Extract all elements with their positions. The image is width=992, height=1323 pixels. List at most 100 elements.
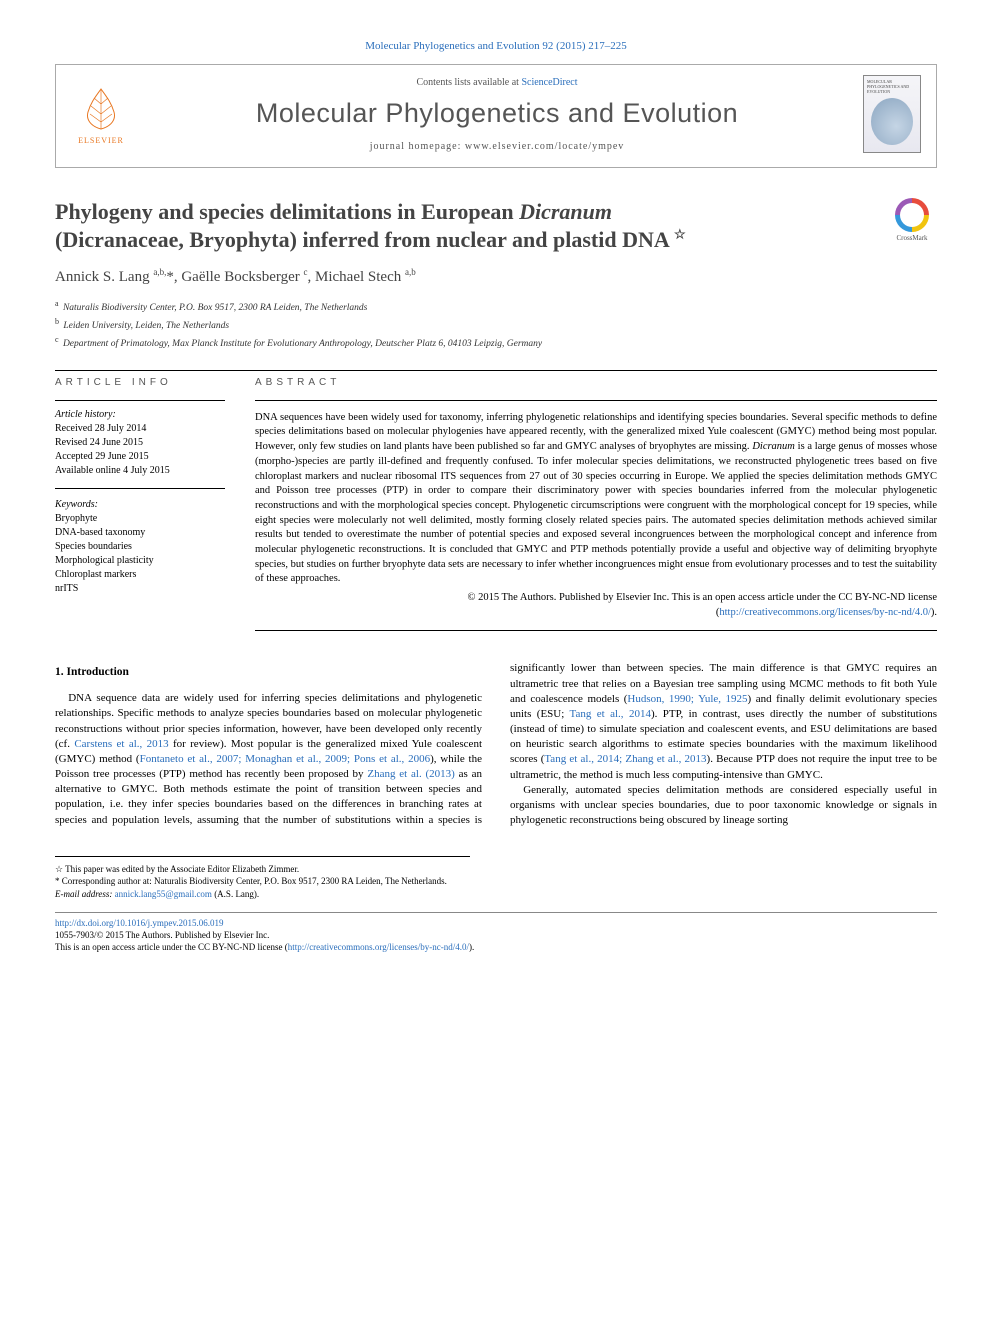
- abstract-text: DNA sequences have been widely used for …: [255, 411, 937, 587]
- elsevier-tree-icon: [76, 84, 126, 134]
- abstract-column: abstract DNA sequences have been widely …: [255, 377, 937, 632]
- star-icon: ☆: [55, 864, 63, 874]
- crossmark-button[interactable]: CrossMark: [887, 198, 937, 243]
- footnotes: ☆ This paper was edited by the Associate…: [55, 856, 470, 899]
- affil-sup-b: b: [55, 317, 59, 326]
- abstract-part-c: is a large genus of mosses whose (morpho…: [255, 441, 937, 584]
- bottom-bar: http://dx.doi.org/10.1016/j.ympev.2015.0…: [55, 912, 937, 953]
- ref-tang2[interactable]: Tang et al., 2014; Zhang et al., 2013: [544, 753, 706, 765]
- history-revised: Revised 24 June 2015: [55, 436, 225, 450]
- abstract-rule: [255, 400, 937, 401]
- footnote-email: E-mail address: annick.lang55@gmail.com …: [55, 888, 470, 900]
- info-abstract-row: article info Article history: Received 2…: [55, 377, 937, 632]
- citation-line: Molecular Phylogenetics and Evolution 92…: [55, 40, 937, 52]
- abstract-copyright: © 2015 The Authors. Published by Elsevie…: [255, 591, 937, 620]
- elsevier-logo[interactable]: ELSEVIER: [71, 79, 131, 149]
- copyright-text: © 2015 The Authors. Published by Elsevie…: [467, 592, 937, 603]
- ref-fontaneto[interactable]: Fontaneto et al., 2007; Monaghan et al.,…: [140, 753, 431, 765]
- asterisk-icon: *: [55, 876, 60, 886]
- ref-hudson[interactable]: Hudson, 1990; Yule, 1925: [627, 693, 747, 705]
- authors-line: Annick S. Lang a,b,*, Gaëlle Bocksberger…: [55, 267, 937, 286]
- journal-cover-thumb[interactable]: MOLECULAR PHYLOGENETICS AND EVOLUTION: [863, 75, 921, 153]
- contents-available-line: Contents lists available at ScienceDirec…: [146, 77, 848, 88]
- license-text-a: This is an open access article under the…: [55, 942, 288, 952]
- email-tail: (A.S. Lang).: [212, 889, 259, 899]
- affil-text-c: Department of Primatology, Max Planck In…: [63, 339, 542, 349]
- abstract-bottom-rule: [255, 630, 937, 631]
- affiliation-c: c Department of Primatology, Max Planck …: [55, 334, 937, 352]
- affiliation-a: a Naturalis Biodiversity Center, P.O. Bo…: [55, 298, 937, 316]
- abstract-head: abstract: [255, 377, 937, 388]
- section-1-heading: 1. Introduction: [55, 665, 482, 681]
- author-3-affil: a,b: [405, 267, 416, 277]
- info-rule-1: [55, 400, 225, 401]
- keyword-0: Bryophyte: [55, 512, 225, 526]
- title-genus: Dicranum: [519, 199, 612, 224]
- author-2-affil: c: [304, 267, 308, 277]
- title-part-1: Phylogeny and species delimitations in E…: [55, 199, 519, 224]
- footnote-editor: ☆ This paper was edited by the Associate…: [55, 863, 470, 875]
- doi-line: http://dx.doi.org/10.1016/j.ympev.2015.0…: [55, 917, 937, 929]
- article-body: 1. Introduction DNA sequence data are wi…: [55, 661, 937, 828]
- elsevier-label: ELSEVIER: [78, 136, 124, 145]
- title-part-2: (Dicranaceae, Bryophyta) inferred from n…: [55, 227, 669, 252]
- fn1-text: This paper was edited by the Associate E…: [65, 864, 299, 874]
- journal-name: Molecular Phylogenetics and Evolution: [146, 98, 848, 129]
- keyword-1: DNA-based taxonomy: [55, 526, 225, 540]
- keywords-label: Keywords:: [55, 499, 225, 510]
- journal-homepage-line: journal homepage: www.elsevier.com/locat…: [146, 141, 848, 152]
- header-middle: Contents lists available at ScienceDirec…: [146, 77, 848, 152]
- keyword-4: Chloroplast markers: [55, 568, 225, 582]
- abstract-genus: Dicranum: [752, 441, 795, 452]
- article-info-column: article info Article history: Received 2…: [55, 377, 225, 632]
- ref-carstens[interactable]: Carstens et al., 2013: [74, 738, 168, 750]
- history-online: Available online 4 July 2015: [55, 464, 225, 478]
- history-accepted: Accepted 29 June 2015: [55, 450, 225, 464]
- crossmark-icon: [895, 198, 929, 232]
- journal-header: ELSEVIER Contents lists available at Sci…: [55, 64, 937, 168]
- affil-text-b: Leiden University, Leiden, The Netherlan…: [63, 321, 229, 331]
- cover-title: MOLECULAR PHYLOGENETICS AND EVOLUTION: [867, 79, 917, 94]
- copyright-paren-close: ).: [931, 607, 937, 618]
- license-line: This is an open access article under the…: [55, 941, 937, 953]
- author-1-affil: a,b,: [153, 267, 166, 277]
- history-label: Article history:: [55, 409, 225, 420]
- ref-tang1[interactable]: Tang et al., 2014: [570, 708, 651, 720]
- author-2[interactable]: Gaëlle Bocksberger: [181, 269, 299, 285]
- author-3[interactable]: Michael Stech: [315, 269, 401, 285]
- keyword-2: Species boundaries: [55, 540, 225, 554]
- title-footnote-star: ☆: [674, 226, 686, 241]
- citation-link[interactable]: Molecular Phylogenetics and Evolution 92…: [365, 40, 627, 52]
- affiliation-b: b Leiden University, Leiden, The Netherl…: [55, 316, 937, 334]
- sciencedirect-link[interactable]: ScienceDirect: [521, 77, 577, 88]
- email-link[interactable]: annick.lang55@gmail.com: [115, 889, 212, 899]
- author-1[interactable]: Annick S. Lang: [55, 269, 150, 285]
- affil-sup-c: c: [55, 335, 59, 344]
- keyword-5: nrITS: [55, 582, 225, 596]
- history-received: Received 28 July 2014: [55, 422, 225, 436]
- keywords-block: Keywords: Bryophyte DNA-based taxonomy S…: [55, 499, 225, 596]
- crossmark-label: CrossMark: [896, 234, 927, 242]
- body-paragraph-3: Generally, automated species delimitatio…: [510, 783, 937, 829]
- title-row: Phylogeny and species delimitations in E…: [55, 198, 937, 253]
- license-link-bottom[interactable]: http://creativecommons.org/licenses/by-n…: [288, 942, 469, 952]
- homepage-prefix: journal homepage:: [370, 141, 465, 152]
- email-label: E-mail address:: [55, 889, 115, 899]
- contents-prefix: Contents lists available at: [416, 77, 521, 88]
- affiliations: a Naturalis Biodiversity Center, P.O. Bo…: [55, 298, 937, 352]
- cc-license-link[interactable]: http://creativecommons.org/licenses/by-n…: [719, 607, 931, 618]
- affil-sup-a: a: [55, 299, 59, 308]
- homepage-url: www.elsevier.com/locate/ympev: [465, 141, 624, 152]
- keyword-3: Morphological plasticity: [55, 554, 225, 568]
- doi-link[interactable]: http://dx.doi.org/10.1016/j.ympev.2015.0…: [55, 918, 224, 928]
- fn2-text: Corresponding author at: Naturalis Biodi…: [62, 876, 447, 886]
- page-container: Molecular Phylogenetics and Evolution 92…: [0, 0, 992, 983]
- article-title: Phylogeny and species delimitations in E…: [55, 198, 867, 253]
- license-text-b: ).: [469, 942, 474, 952]
- affil-text-a: Naturalis Biodiversity Center, P.O. Box …: [63, 303, 367, 313]
- article-info-head: article info: [55, 377, 225, 388]
- divider-rule: [55, 370, 937, 371]
- article-history-block: Article history: Received 28 July 2014 R…: [55, 409, 225, 489]
- ref-zhang[interactable]: Zhang et al. (2013): [367, 768, 454, 780]
- cover-image: [871, 98, 913, 145]
